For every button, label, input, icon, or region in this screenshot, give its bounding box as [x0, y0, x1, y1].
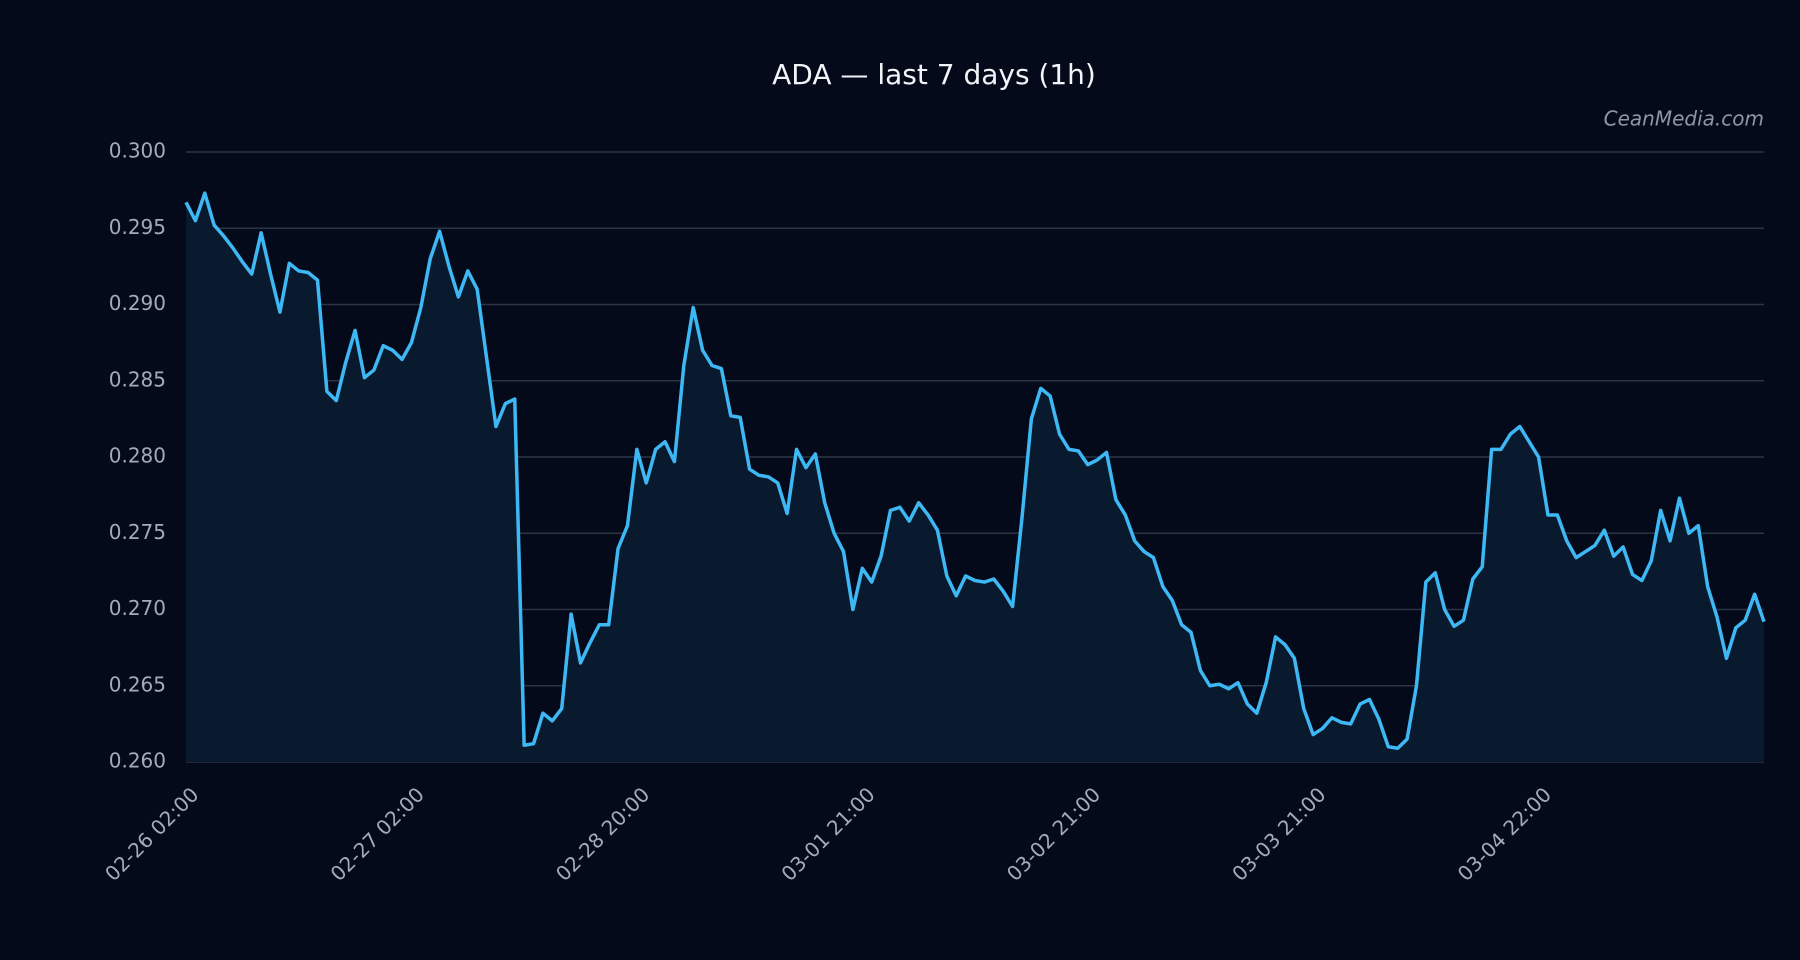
- y-tick-label: 0.280: [109, 444, 166, 468]
- watermark: CeanMedia.com: [1604, 107, 1764, 131]
- chart-title: ADA — last 7 days (1h): [772, 58, 1096, 91]
- y-tick-label: 0.300: [109, 139, 166, 163]
- area: [186, 193, 1764, 763]
- y-tick-label: 0.260: [109, 749, 166, 773]
- y-tick-label: 0.275: [109, 520, 166, 544]
- line: [184, 191, 1766, 751]
- y-tick-label: 0.295: [109, 215, 166, 239]
- y-tick-label: 0.270: [109, 596, 166, 620]
- y-tick-label: 0.265: [109, 672, 166, 696]
- y-tick-label: 0.290: [109, 291, 166, 315]
- y-tick-label: 0.285: [109, 367, 166, 391]
